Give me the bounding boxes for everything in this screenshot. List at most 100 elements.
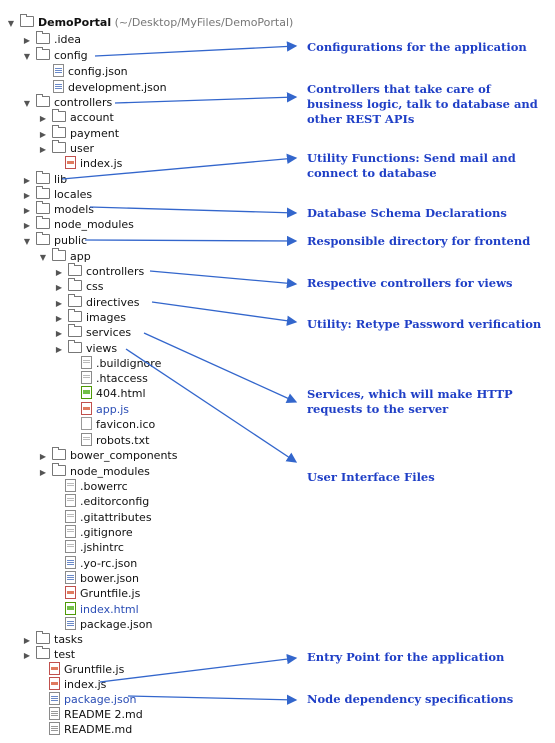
- tree-item-label: favicon.ico: [96, 418, 156, 431]
- tree-item-idea[interactable]: ▶ .idea: [22, 31, 81, 47]
- disclosure-closed-icon[interactable]: ▶: [23, 36, 31, 45]
- tree-item-label: index.js: [80, 157, 123, 170]
- folder-icon: [36, 201, 50, 214]
- tree-item-locales[interactable]: ▶ locales: [22, 186, 93, 202]
- json-file-icon: [65, 571, 76, 584]
- tree-item-label: index.html: [80, 603, 139, 616]
- tree-item-directives[interactable]: ▶ directives: [54, 294, 140, 310]
- disclosure-closed-icon[interactable]: ▶: [23, 651, 31, 660]
- disclosure-closed-icon[interactable]: ▶: [55, 345, 63, 354]
- tree-item-label: package.json: [64, 693, 137, 706]
- disclosure-closed-icon[interactable]: ▶: [55, 329, 63, 338]
- disclosure-open-icon[interactable]: ▼: [23, 52, 31, 61]
- disclosure-closed-icon[interactable]: ▶: [39, 145, 47, 154]
- tree-item-favicon[interactable]: favicon.ico: [76, 417, 155, 432]
- tree-item-css[interactable]: ▶ css: [54, 278, 104, 294]
- disclosure-closed-icon[interactable]: ▶: [39, 114, 47, 123]
- tree-item-readme-2[interactable]: README 2.md: [44, 707, 143, 722]
- tree-item-public-package-json[interactable]: package.json: [60, 617, 152, 632]
- tree-item-htaccess[interactable]: .htaccess: [76, 371, 148, 386]
- text-file-icon: [81, 371, 92, 384]
- tree-item-label: .gitattributes: [80, 511, 152, 524]
- tree-item-root-index-js[interactable]: index.js: [44, 677, 106, 692]
- text-file-icon: [81, 356, 92, 369]
- tree-item-node-modules[interactable]: ▶ node_modules: [22, 216, 134, 232]
- tree-item-label: config: [54, 49, 88, 62]
- tree-item-test[interactable]: ▶ test: [22, 646, 75, 662]
- tree-item-bower-components[interactable]: ▶ bower_components: [38, 447, 177, 463]
- tree-item-app-js[interactable]: app.js: [76, 402, 129, 417]
- tree-item-images[interactable]: ▶ images: [54, 309, 126, 325]
- disclosure-closed-icon[interactable]: ▶: [23, 191, 31, 200]
- tree-item-controllers[interactable]: ▼ controllers: [22, 94, 112, 110]
- tree-item-public[interactable]: ▼ public: [22, 232, 87, 248]
- tree-item-label: .yo-rc.json: [80, 557, 138, 570]
- disclosure-closed-icon[interactable]: ▶: [23, 636, 31, 645]
- tree-item-public-gruntfile[interactable]: Gruntfile.js: [60, 586, 140, 601]
- tree-item-jshintrc[interactable]: .jshintrc: [60, 540, 124, 555]
- folder-icon: [52, 109, 66, 122]
- disclosure-closed-icon[interactable]: ▶: [39, 130, 47, 139]
- disclosure-closed-icon[interactable]: ▶: [55, 314, 63, 323]
- folder-icon: [36, 216, 50, 229]
- text-file-icon: [65, 479, 76, 492]
- disclosure-closed-icon[interactable]: ▶: [39, 468, 47, 477]
- tree-item-label: bower.json: [80, 572, 139, 585]
- disclosure-closed-icon[interactable]: ▶: [55, 283, 63, 292]
- tree-item-public-node-modules[interactable]: ▶ node_modules: [38, 463, 150, 479]
- tree-item-gitattributes[interactable]: .gitattributes: [60, 510, 152, 525]
- tree-item-config-json[interactable]: config.json: [48, 64, 128, 79]
- tree-item-tasks[interactable]: ▶ tasks: [22, 631, 83, 647]
- tree-item-yo-rc-json[interactable]: .yo-rc.json: [60, 556, 137, 571]
- tree-item-label: .htaccess: [96, 372, 148, 385]
- tree-item-app[interactable]: ▼ app: [38, 248, 91, 264]
- tree-item-lib[interactable]: ▶ lib: [22, 171, 67, 187]
- disclosure-open-icon[interactable]: ▼: [7, 19, 15, 28]
- tree-item-app-controllers[interactable]: ▶ controllers: [54, 263, 144, 279]
- folder-icon: [36, 94, 50, 107]
- note-controllers: Controllers that take care of business l…: [307, 82, 538, 126]
- disclosure-closed-icon[interactable]: ▶: [55, 299, 63, 308]
- note-views: User Interface Files: [307, 470, 435, 484]
- json-file-icon: [65, 617, 76, 630]
- folder-icon: [68, 263, 82, 276]
- disclosure-closed-icon[interactable]: ▶: [39, 452, 47, 461]
- root-path: (~/Desktop/MyFiles/DemoPortal): [114, 16, 294, 29]
- tree-item-editorconfig[interactable]: .editorconfig: [60, 494, 149, 509]
- tree-item-services[interactable]: ▶ services: [54, 324, 131, 340]
- tree-item-gitignore[interactable]: .gitignore: [60, 525, 133, 540]
- disclosure-closed-icon[interactable]: ▶: [23, 221, 31, 230]
- tree-item-package-json[interactable]: package.json: [44, 692, 136, 707]
- tree-item-label: README 2.md: [64, 708, 143, 721]
- tree-item-robots[interactable]: robots.txt: [76, 433, 149, 448]
- tree-item-buildignore[interactable]: .buildignore: [76, 356, 161, 371]
- folder-icon: [68, 309, 82, 322]
- tree-item-readme[interactable]: README.md: [44, 722, 132, 737]
- md-file-icon: [49, 722, 60, 735]
- tree-item-index-html[interactable]: index.html: [60, 602, 139, 617]
- tree-item-development-json[interactable]: development.json: [48, 80, 167, 95]
- disclosure-closed-icon[interactable]: ▶: [23, 206, 31, 215]
- disclosure-closed-icon[interactable]: ▶: [23, 176, 31, 185]
- tree-item-label: index.js: [64, 678, 107, 691]
- tree-item-label: 404.html: [96, 387, 146, 400]
- tree-item-index-js[interactable]: index.js: [60, 156, 122, 171]
- disclosure-open-icon[interactable]: ▼: [23, 237, 31, 246]
- disclosure-open-icon[interactable]: ▼: [39, 253, 47, 262]
- tree-item-label: user: [70, 142, 94, 155]
- tree-item-404-html[interactable]: 404.html: [76, 386, 146, 401]
- disclosure-open-icon[interactable]: ▼: [23, 99, 31, 108]
- tree-item-label: locales: [54, 188, 93, 201]
- tree-root[interactable]: ▼ DemoPortal (~/Desktop/MyFiles/DemoPorta…: [6, 14, 294, 30]
- tree-item-bowerrc[interactable]: .bowerrc: [60, 479, 128, 494]
- tree-item-account[interactable]: ▶ account: [38, 109, 114, 125]
- tree-item-bower-json[interactable]: bower.json: [60, 571, 139, 586]
- tree-item-views[interactable]: ▶ views: [54, 340, 117, 356]
- tree-item-models[interactable]: ▶ models: [22, 201, 94, 217]
- tree-item-gruntfile[interactable]: Gruntfile.js: [44, 662, 124, 677]
- tree-item-user[interactable]: ▶ user: [38, 140, 94, 156]
- tree-item-payment[interactable]: ▶ payment: [38, 125, 119, 141]
- tree-item-label: development.json: [68, 81, 167, 94]
- tree-item-config[interactable]: ▼ config: [22, 47, 88, 63]
- disclosure-closed-icon[interactable]: ▶: [55, 268, 63, 277]
